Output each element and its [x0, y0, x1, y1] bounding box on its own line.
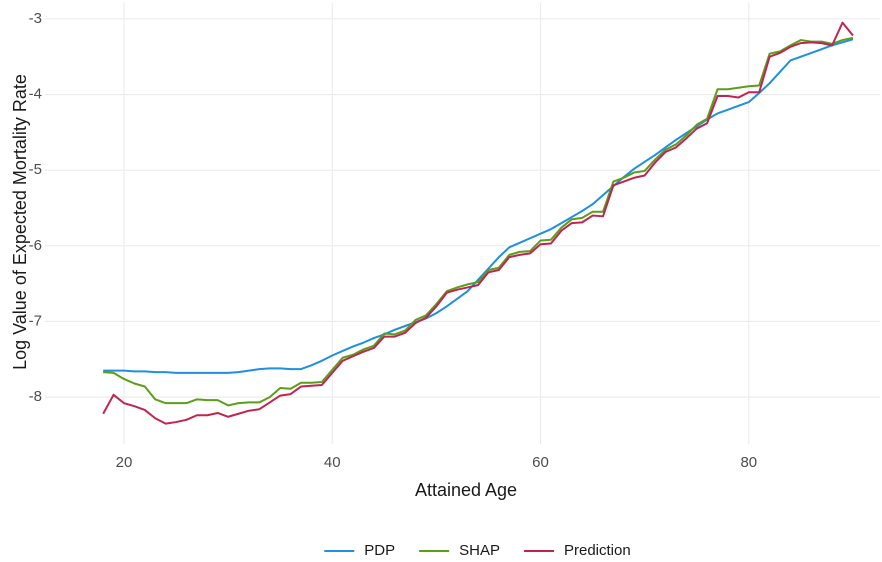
y-tick-label: -5: [29, 161, 42, 178]
x-tick-label: 40: [324, 454, 341, 471]
y-axis-title: Log Value of Expected Mortality Rate: [10, 74, 30, 370]
x-axis-title: Attained Age: [415, 480, 517, 500]
line: [103, 36, 854, 407]
legend-label: SHAP: [459, 542, 500, 559]
y-tick-label: -7: [29, 312, 42, 329]
y-tick-label: -6: [29, 237, 42, 254]
x-tick-label: 80: [740, 454, 757, 471]
x-tick-label: 60: [532, 454, 549, 471]
line: [103, 38, 854, 374]
line: [102, 21, 854, 425]
y-tick-label: -3: [29, 10, 42, 27]
y-tick-label: -4: [29, 85, 42, 102]
y-tick-label: -8: [29, 388, 42, 405]
legend-label: PDP: [364, 542, 395, 559]
legend: PDP SHAP Prediction: [324, 542, 631, 559]
grid: [45, 3, 880, 444]
legend-label: Prediction: [564, 542, 631, 559]
x-tick-label: 20: [116, 454, 133, 471]
